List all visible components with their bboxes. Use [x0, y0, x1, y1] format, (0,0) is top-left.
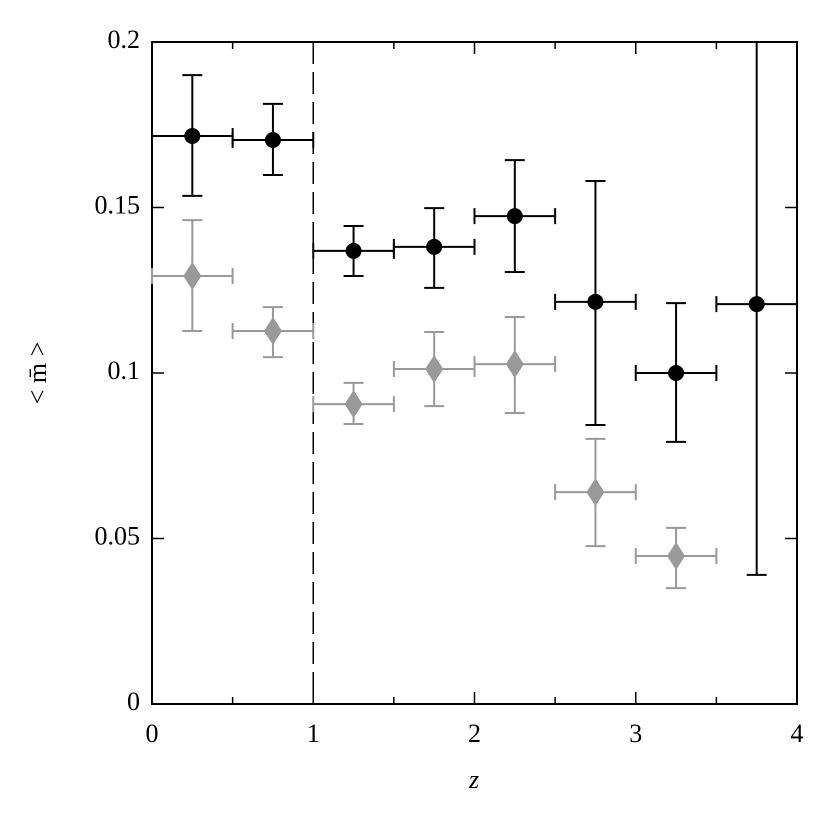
- point: [667, 542, 686, 571]
- point: [748, 296, 765, 313]
- y-tick-label: 0: [127, 687, 140, 716]
- point: [426, 238, 443, 255]
- point: [506, 208, 523, 225]
- y-axis-label: < m̄ >: [23, 342, 52, 405]
- point: [425, 355, 444, 384]
- point: [586, 478, 605, 507]
- point: [345, 242, 362, 259]
- point: [183, 262, 202, 291]
- y-tick-label: 0.05: [95, 521, 141, 550]
- y-tick-label: 0.15: [95, 190, 141, 219]
- point: [344, 390, 363, 419]
- x-tick-label: 4: [791, 719, 804, 748]
- x-tick-label: 0: [146, 719, 159, 748]
- point: [505, 350, 524, 379]
- x-tick-label: 3: [629, 719, 642, 748]
- point: [264, 131, 281, 148]
- point: [587, 293, 604, 310]
- y-tick-label: 0.1: [108, 356, 141, 385]
- x-axis-label: z: [468, 765, 479, 794]
- y-tick-label: 0.2: [108, 25, 141, 54]
- x-tick-label: 2: [468, 719, 481, 748]
- point: [263, 316, 282, 345]
- x-tick-label: 1: [307, 719, 320, 748]
- point: [668, 365, 685, 381]
- point: [184, 128, 201, 145]
